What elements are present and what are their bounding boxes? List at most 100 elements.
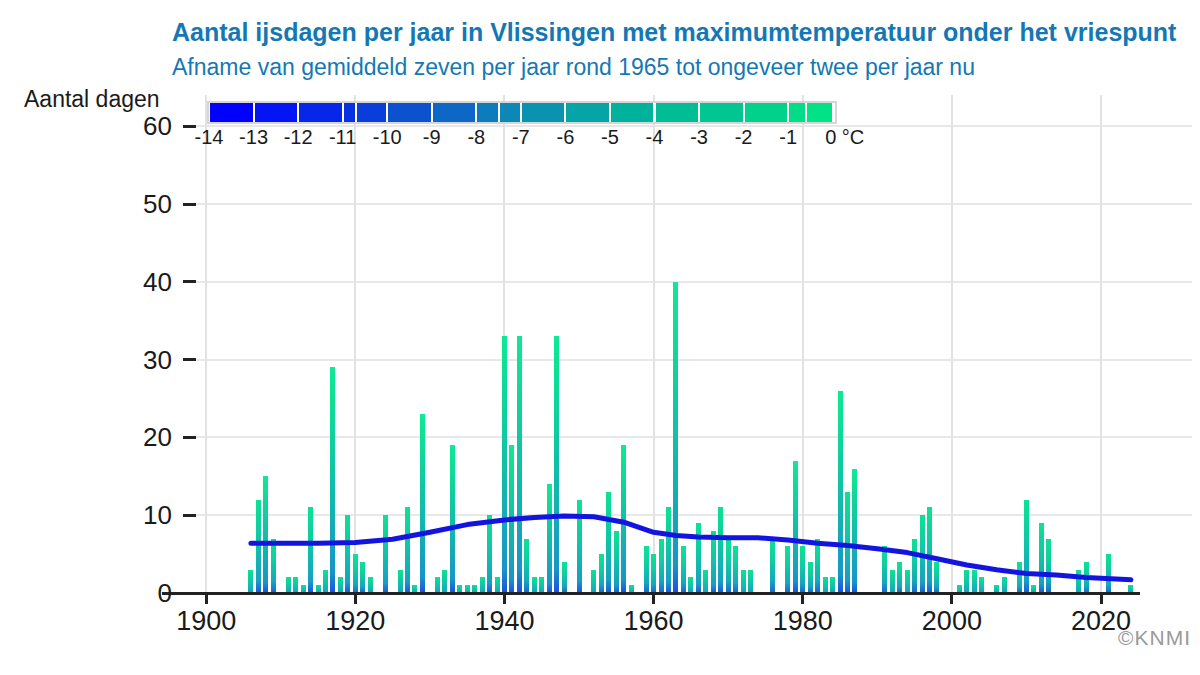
ice-days-bar bbox=[688, 577, 693, 593]
ice-days-bar bbox=[770, 539, 775, 593]
y-tick bbox=[183, 436, 196, 439]
ice-days-bar bbox=[696, 523, 701, 593]
colorbar-segment bbox=[477, 103, 497, 122]
y-tick-label: 20 bbox=[112, 422, 172, 453]
colorbar-segment bbox=[745, 103, 788, 122]
ice-days-bar bbox=[733, 546, 738, 593]
ice-days-bar bbox=[852, 469, 857, 593]
ice-days-bar bbox=[532, 577, 537, 593]
ice-days-bar bbox=[330, 367, 335, 593]
y-tick-label: 40 bbox=[112, 266, 172, 297]
ice-days-bar bbox=[845, 492, 850, 593]
colorbar-tick-label: -7 bbox=[512, 126, 530, 149]
x-tick-label: 1900 bbox=[176, 606, 236, 637]
ice-days-bar bbox=[502, 336, 507, 593]
ice-days-bar bbox=[323, 570, 328, 593]
colorbar-tick-label: -5 bbox=[601, 126, 619, 149]
colorbar-segment bbox=[522, 103, 565, 122]
ice-days-bar bbox=[905, 570, 910, 593]
ice-days-bar bbox=[398, 570, 403, 593]
ice-days-bar bbox=[1017, 562, 1022, 593]
y-axis-label: Aantal dagen bbox=[24, 86, 160, 113]
ice-days-bar bbox=[1076, 570, 1081, 593]
ice-days-bar bbox=[651, 554, 656, 593]
ice-days-bar bbox=[793, 461, 798, 593]
x-tick bbox=[652, 595, 655, 604]
ice-days-bar bbox=[487, 515, 492, 593]
colorbar-segment bbox=[210, 103, 253, 122]
ice-days-bar bbox=[703, 570, 708, 593]
colorbar-tick-label: -8 bbox=[467, 126, 485, 149]
ice-days-bar bbox=[524, 539, 529, 593]
colorbar-segment bbox=[566, 103, 609, 122]
ice-days-bar bbox=[681, 546, 686, 593]
ice-days-bar bbox=[442, 570, 447, 593]
ice-days-bar bbox=[659, 539, 664, 593]
y-tick-label: 50 bbox=[112, 189, 172, 220]
horizontal-gridline bbox=[185, 281, 1192, 283]
ice-days-bar bbox=[882, 546, 887, 593]
ice-days-bar bbox=[815, 539, 820, 593]
ice-days-bar bbox=[972, 570, 977, 593]
ice-days-bar bbox=[621, 445, 626, 593]
ice-days-bar bbox=[979, 577, 984, 593]
colorbar-segment bbox=[344, 103, 355, 122]
colorbar-tick-label: -13 bbox=[239, 126, 268, 149]
ice-days-bar bbox=[405, 507, 410, 593]
ice-days-bar bbox=[308, 507, 313, 593]
ice-days-bar bbox=[673, 282, 678, 593]
colorbar-segment bbox=[700, 103, 743, 122]
ice-days-bar bbox=[435, 577, 440, 593]
ice-days-bar bbox=[495, 577, 500, 593]
knmi-watermark: ©KNMI bbox=[1118, 626, 1191, 650]
colorbar-segment bbox=[433, 103, 476, 122]
colorbar-tick-label: -1 bbox=[779, 126, 797, 149]
ice-days-bar bbox=[539, 577, 544, 593]
vertical-gridline bbox=[802, 95, 804, 593]
horizontal-gridline bbox=[185, 436, 1192, 438]
ice-days-bar bbox=[293, 577, 298, 593]
ice-days-bar bbox=[1106, 554, 1111, 593]
y-tick-label: 60 bbox=[112, 111, 172, 142]
ice-days-bar bbox=[517, 336, 522, 593]
ice-days-bar bbox=[353, 554, 358, 593]
ice-days-bar bbox=[420, 414, 425, 593]
y-tick bbox=[183, 358, 196, 361]
chart-title: Aantal ijsdagen per jaar in Vlissingen m… bbox=[172, 18, 1176, 47]
ice-days-bar bbox=[606, 492, 611, 593]
ice-days-bar bbox=[1039, 523, 1044, 593]
chart: Aantal ijsdagen per jaar in Vlissingen m… bbox=[0, 0, 1200, 675]
colorbar-tick-label: 0 °C bbox=[825, 126, 864, 149]
colorbar-tick-label: -10 bbox=[373, 126, 402, 149]
horizontal-gridline bbox=[185, 359, 1192, 361]
x-axis-line bbox=[162, 592, 1140, 595]
ice-days-bar bbox=[562, 562, 567, 593]
vertical-gridline bbox=[951, 95, 953, 593]
y-tick-label: 30 bbox=[112, 344, 172, 375]
ice-days-bar bbox=[368, 577, 373, 593]
ice-days-bar bbox=[509, 445, 514, 593]
y-tick bbox=[183, 514, 196, 517]
colorbar-tick-label: -12 bbox=[284, 126, 313, 149]
colorbar-segment bbox=[357, 103, 386, 122]
horizontal-gridline bbox=[185, 514, 1192, 516]
ice-days-bar bbox=[748, 570, 753, 593]
colorbar-segment bbox=[388, 103, 431, 122]
ice-days-bar bbox=[785, 546, 790, 593]
ice-days-bar bbox=[599, 554, 604, 593]
colorbar-segment bbox=[299, 103, 342, 122]
colorbar-tick-label: -6 bbox=[556, 126, 574, 149]
x-tick bbox=[205, 595, 208, 604]
colorbar-tick-label: -3 bbox=[690, 126, 708, 149]
ice-days-bar bbox=[934, 562, 939, 593]
ice-days-bar bbox=[741, 570, 746, 593]
ice-days-bar bbox=[248, 570, 253, 593]
x-tick-label: 1960 bbox=[624, 606, 684, 637]
colorbar-segment bbox=[807, 103, 832, 122]
ice-days-bar bbox=[271, 539, 276, 593]
ice-days-bar bbox=[927, 507, 932, 593]
ice-days-bar bbox=[1024, 500, 1029, 593]
ice-days-bar bbox=[1046, 539, 1051, 593]
x-tick-label: 1920 bbox=[325, 606, 385, 637]
colorbar-segment bbox=[656, 103, 699, 122]
